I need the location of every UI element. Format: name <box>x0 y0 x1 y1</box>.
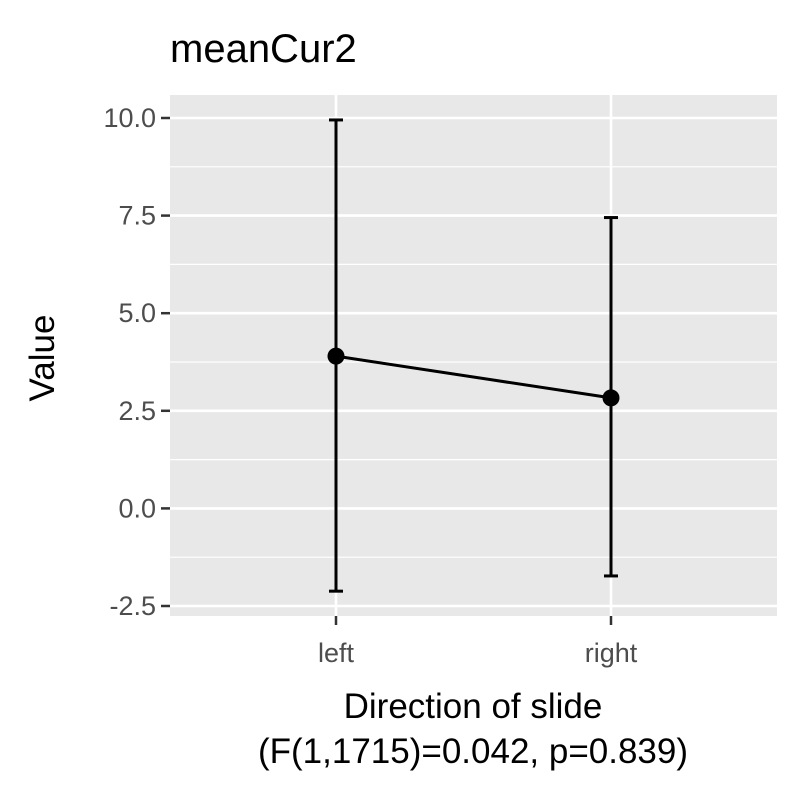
x-tick-label: left <box>318 638 355 668</box>
y-tick-label: 10.0 <box>103 103 156 133</box>
x-axis-title: Direction of slide <box>344 687 603 726</box>
y-tick-label: 0.0 <box>118 493 156 523</box>
plot-panel <box>170 95 777 616</box>
series-line <box>335 354 612 400</box>
y-tick-label: -2.5 <box>109 591 156 621</box>
y-tick-label: 2.5 <box>118 396 156 426</box>
panel-background <box>170 95 777 616</box>
data-marks <box>327 118 620 593</box>
y-axis-title: Value <box>23 315 62 402</box>
y-tick-label: 5.0 <box>118 298 156 328</box>
chart-title: meanCur2 <box>170 27 357 71</box>
x-axis: left right <box>318 616 638 668</box>
data-point <box>327 347 345 365</box>
x-axis-subtitle: (F(1,1715)=0.042, p=0.839) <box>258 732 688 771</box>
y-axis: -2.5 0.0 2.5 5.0 7.5 10.0 <box>103 103 170 621</box>
x-tick-label: right <box>585 638 638 668</box>
data-point <box>602 389 620 407</box>
y-tick-label: 7.5 <box>118 201 156 231</box>
